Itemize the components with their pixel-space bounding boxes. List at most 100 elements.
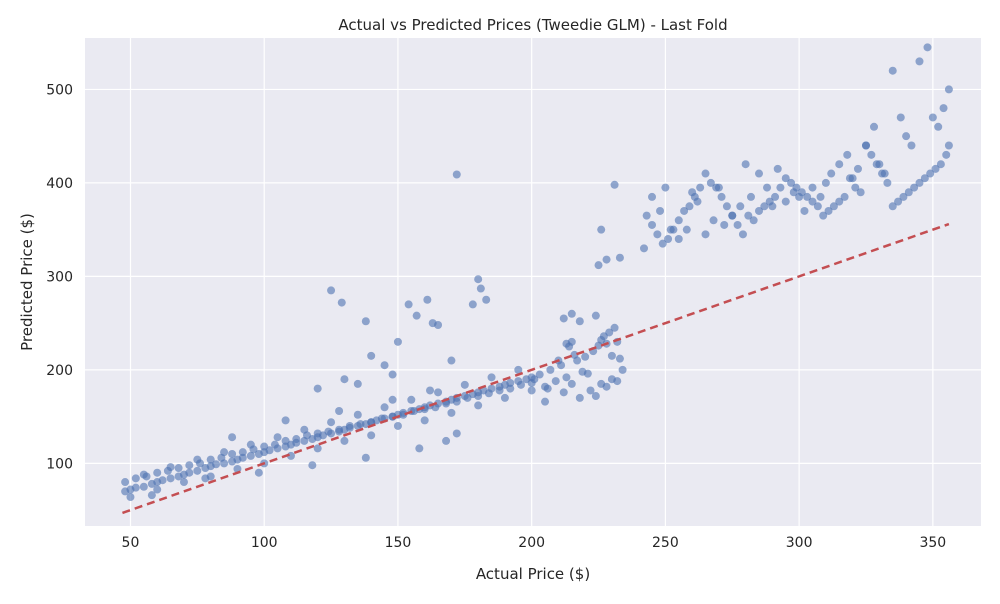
- data-point: [292, 435, 301, 444]
- data-point: [388, 370, 397, 379]
- data-point: [674, 234, 683, 243]
- data-point: [147, 491, 156, 500]
- data-point: [335, 425, 344, 434]
- data-point: [179, 478, 188, 487]
- data-point: [682, 225, 691, 234]
- data-point: [808, 197, 817, 206]
- data-point: [412, 311, 421, 320]
- data-point: [607, 351, 616, 360]
- data-point: [851, 183, 860, 192]
- data-point: [602, 255, 611, 264]
- data-point: [803, 192, 812, 201]
- data-point: [353, 379, 362, 388]
- data-point: [367, 351, 376, 360]
- data-point: [827, 169, 836, 178]
- plot-area: [85, 38, 981, 526]
- data-point: [361, 453, 370, 462]
- data-point: [736, 202, 745, 211]
- data-point: [894, 197, 903, 206]
- chart-title: Actual vs Predicted Prices (Tweedie GLM)…: [338, 16, 727, 34]
- data-point: [506, 384, 515, 393]
- data-point: [121, 478, 130, 487]
- data-point: [680, 206, 689, 215]
- data-point: [447, 356, 456, 365]
- data-point: [404, 300, 413, 309]
- data-point: [755, 206, 764, 215]
- data-point: [452, 397, 461, 406]
- data-point: [709, 216, 718, 225]
- data-point: [883, 178, 892, 187]
- data-point: [185, 461, 194, 470]
- x-tick-label: 350: [919, 535, 946, 551]
- data-point: [228, 433, 237, 442]
- data-point: [193, 455, 202, 464]
- data-point: [506, 378, 515, 387]
- data-point: [514, 365, 523, 374]
- data-point: [206, 455, 215, 464]
- data-point: [482, 295, 491, 304]
- data-point: [345, 421, 354, 430]
- data-point: [586, 386, 595, 395]
- data-point: [618, 365, 627, 374]
- data-point: [516, 380, 525, 389]
- data-point: [484, 389, 493, 398]
- data-point: [690, 192, 699, 201]
- data-point: [744, 211, 753, 220]
- data-point: [669, 225, 678, 234]
- data-point: [562, 373, 571, 382]
- data-point: [800, 206, 809, 215]
- data-point: [260, 442, 269, 451]
- data-point: [380, 403, 389, 412]
- data-point: [720, 220, 729, 229]
- data-point: [746, 192, 755, 201]
- data-point: [808, 183, 817, 192]
- data-point: [565, 342, 574, 351]
- data-point: [776, 183, 785, 192]
- data-point: [763, 183, 772, 192]
- data-point: [605, 328, 614, 337]
- data-point: [546, 365, 555, 374]
- data-point: [934, 122, 943, 131]
- data-point: [923, 43, 932, 52]
- data-point: [281, 436, 290, 445]
- data-point: [840, 192, 849, 201]
- data-point: [610, 323, 619, 332]
- data-point: [583, 369, 592, 378]
- data-point: [559, 314, 568, 323]
- data-point: [813, 202, 822, 211]
- data-point: [434, 388, 443, 397]
- data-point: [696, 183, 705, 192]
- data-point: [442, 436, 451, 445]
- data-point: [728, 211, 737, 220]
- x-axis-ticks: 50 100 150 200 250 300 350: [122, 535, 947, 551]
- data-point: [139, 470, 148, 479]
- data-point: [126, 493, 135, 502]
- data-point: [308, 461, 317, 470]
- data-point: [567, 379, 576, 388]
- data-point: [648, 220, 657, 229]
- x-axis-label: Actual Price ($): [476, 565, 590, 583]
- data-point: [426, 386, 435, 395]
- data-point: [474, 401, 483, 410]
- data-point: [166, 474, 175, 483]
- data-point: [920, 174, 929, 183]
- data-point: [939, 104, 948, 113]
- data-point: [468, 300, 477, 309]
- data-point: [201, 474, 210, 483]
- y-axis-label: Predicted Price ($): [18, 213, 36, 351]
- data-point: [787, 178, 796, 187]
- data-point: [915, 57, 924, 66]
- data-point: [335, 407, 344, 416]
- data-point: [615, 354, 624, 363]
- data-point: [131, 474, 140, 483]
- data-point: [270, 440, 279, 449]
- data-point: [313, 429, 322, 438]
- data-point: [872, 160, 881, 169]
- data-point: [361, 317, 370, 326]
- data-point: [594, 261, 603, 270]
- data-point: [910, 183, 919, 192]
- data-point: [423, 295, 432, 304]
- data-point: [575, 393, 584, 402]
- data-point: [281, 416, 290, 425]
- data-point: [567, 309, 576, 318]
